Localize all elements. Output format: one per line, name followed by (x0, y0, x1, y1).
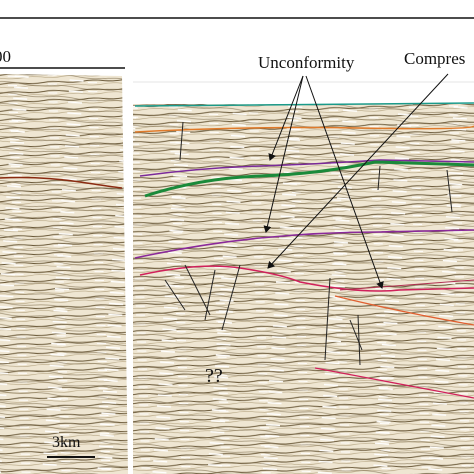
unconformity-label: Unconformity (258, 53, 355, 72)
unknown-label: ?? (205, 365, 223, 387)
compression-label: Compres (404, 49, 465, 68)
right-section: ?? (133, 81, 474, 474)
scale-bar-label: 3km (52, 434, 81, 451)
annotation-arrows (263, 73, 449, 289)
scale-label: 00 (0, 47, 11, 66)
left-section: 3km (0, 74, 128, 474)
